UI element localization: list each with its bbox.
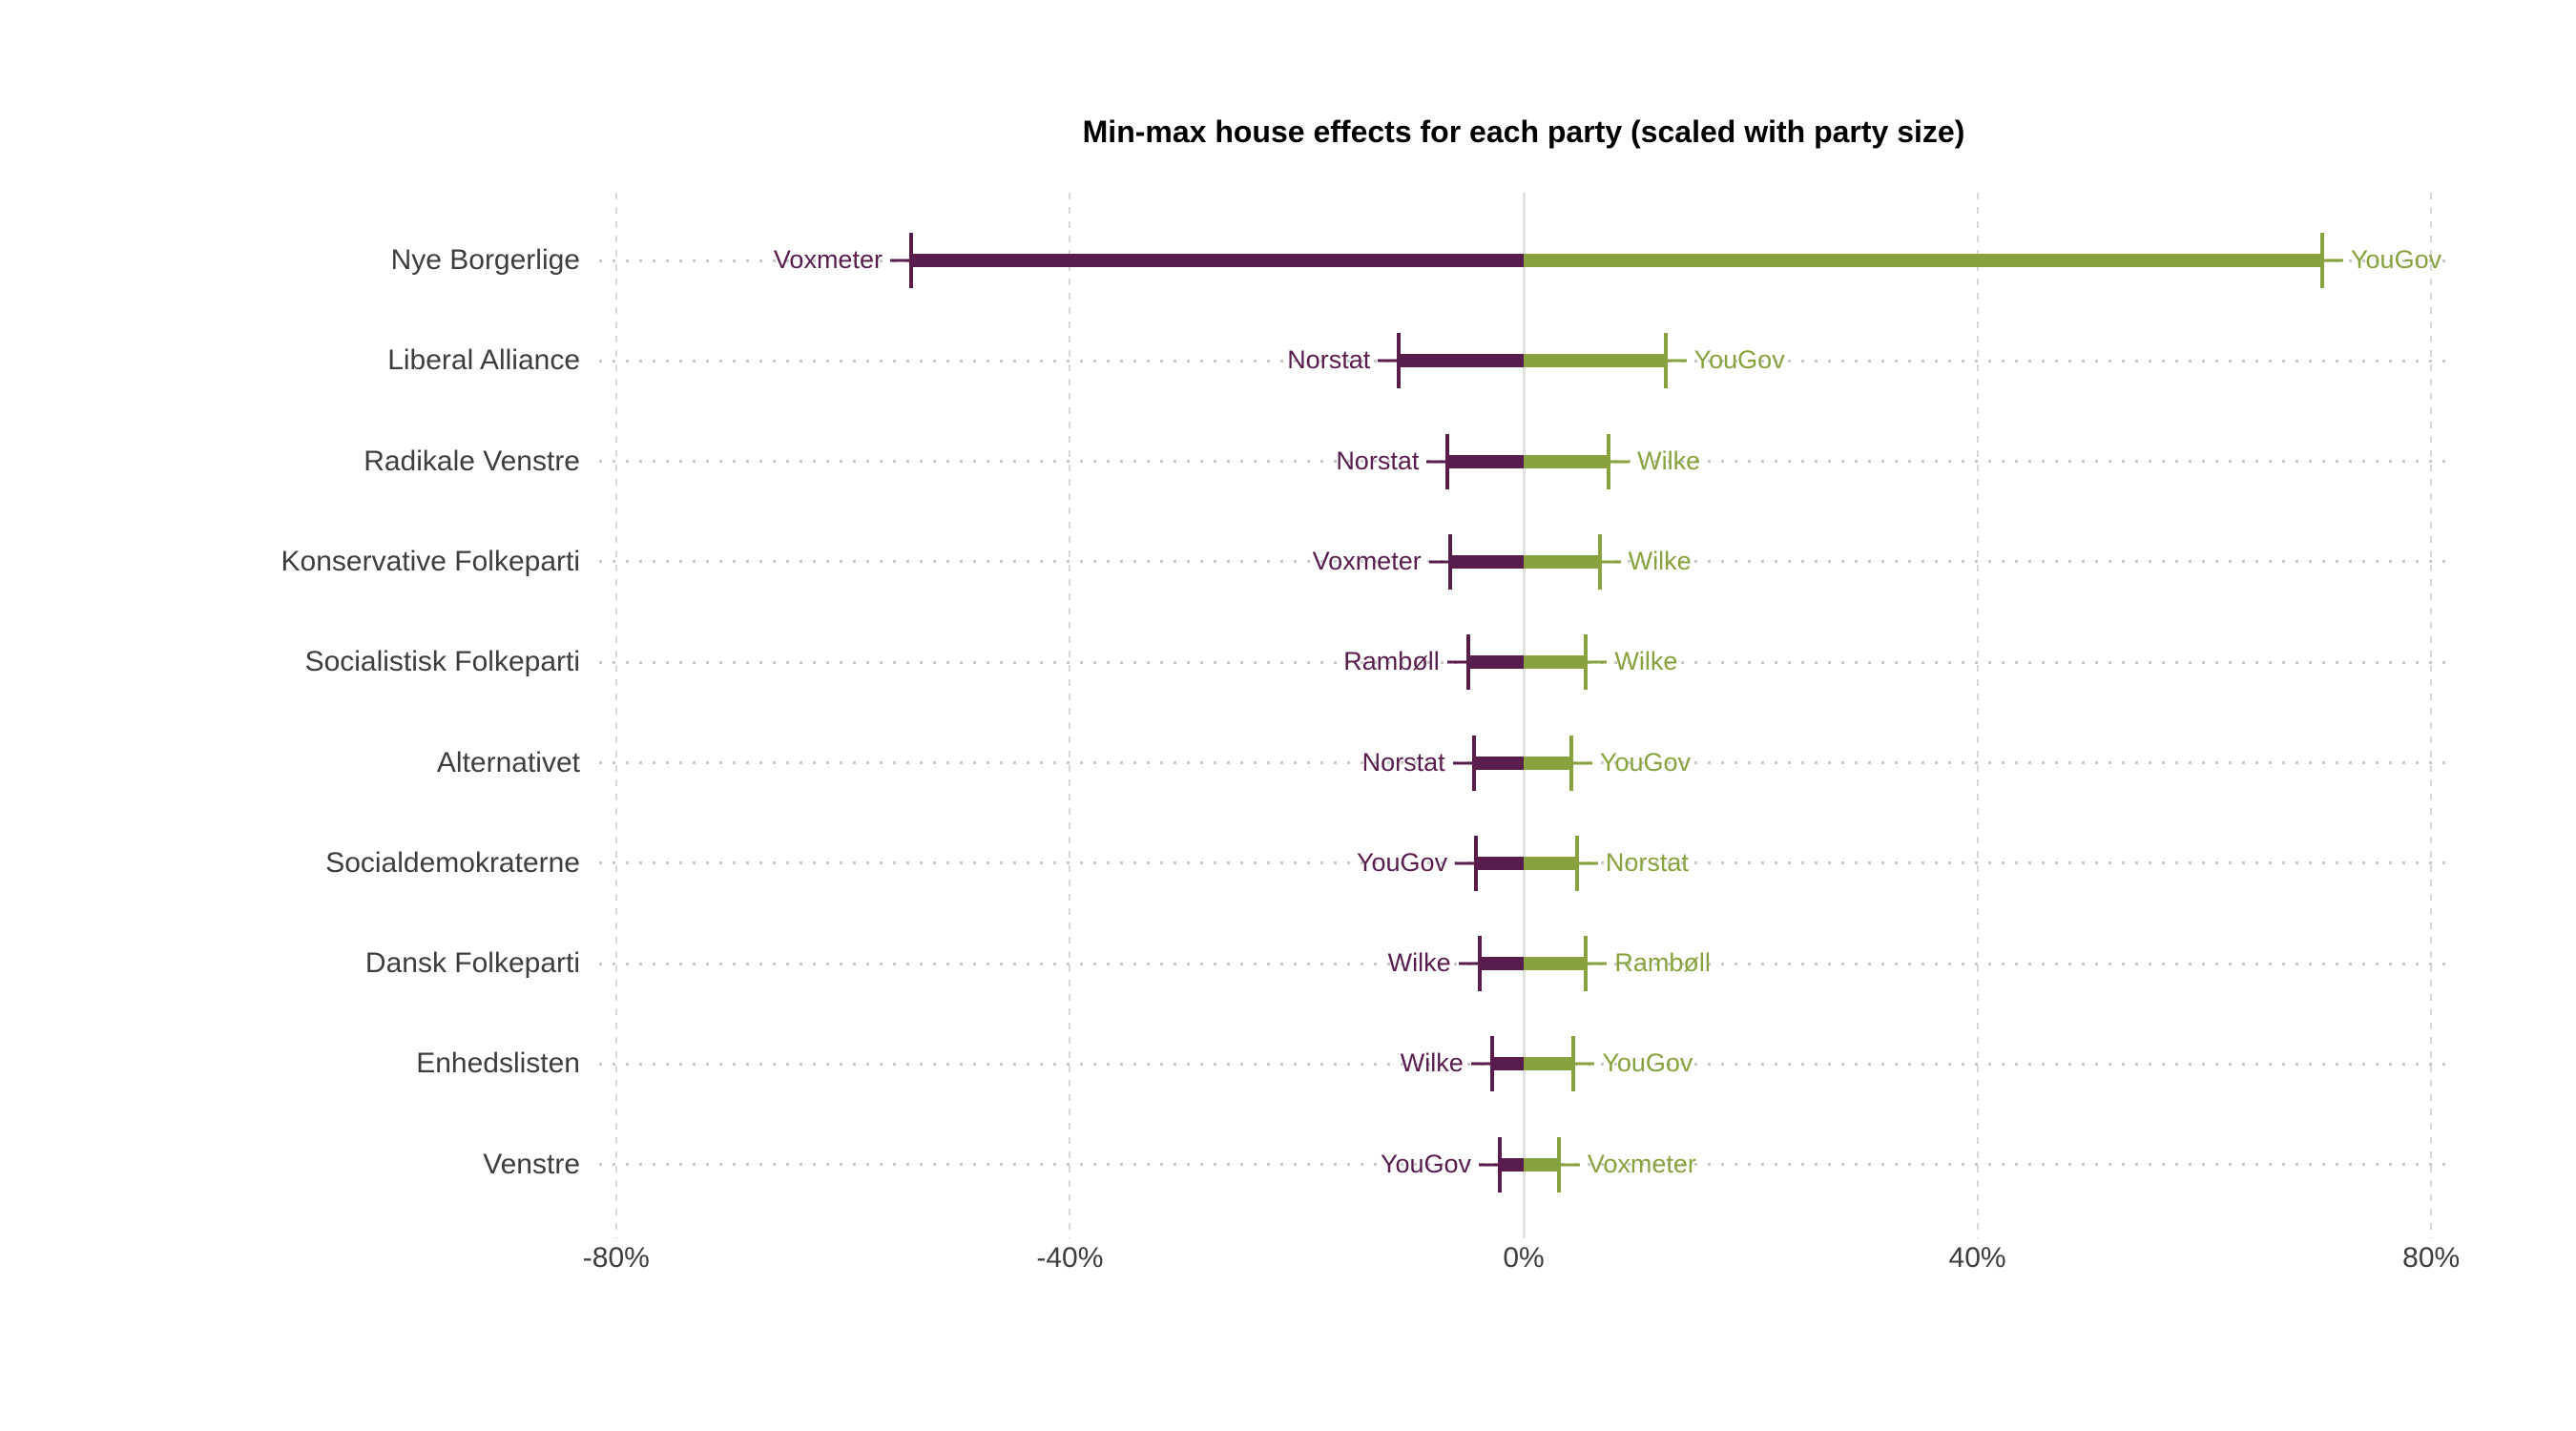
party-label: Socialdemokraterne bbox=[325, 846, 580, 879]
min-pollster-label: Voxmeter bbox=[773, 244, 883, 274]
min-pollster-label: YouGov bbox=[1356, 847, 1448, 877]
x-tick-label: -40% bbox=[1036, 1242, 1104, 1274]
max-bar bbox=[1524, 756, 1571, 770]
x-gridline bbox=[1976, 193, 1979, 1238]
min-bar bbox=[1399, 354, 1524, 368]
party-label: Socialistisk Folkeparti bbox=[304, 646, 580, 678]
x-gridline bbox=[614, 193, 617, 1238]
party-label: Dansk Folkeparti bbox=[364, 947, 580, 980]
x-gridline bbox=[1069, 193, 1071, 1238]
min-bar bbox=[1476, 856, 1524, 870]
max-pollster-label: Wilke bbox=[1637, 446, 1701, 475]
max-bar bbox=[1524, 1057, 1574, 1071]
min-bar bbox=[910, 254, 1524, 267]
min-whisker bbox=[1474, 835, 1479, 891]
max-bar bbox=[1524, 454, 1610, 468]
min-whisker bbox=[1397, 333, 1402, 389]
min-bar bbox=[1473, 756, 1524, 770]
chart-title: Min-max house effects for each party (sc… bbox=[1082, 114, 1965, 149]
max-label-connector bbox=[1576, 861, 1598, 865]
max-bar bbox=[1524, 957, 1587, 971]
min-label-connector bbox=[1470, 1062, 1492, 1066]
max-bar bbox=[1524, 1157, 1559, 1172]
max-label-connector bbox=[1573, 1062, 1595, 1066]
x-tick-label: 40% bbox=[1948, 1242, 2006, 1274]
max-pollster-label: Norstat bbox=[1605, 847, 1689, 877]
x-tick-label: 0% bbox=[1503, 1242, 1545, 1274]
min-label-connector bbox=[1479, 1163, 1501, 1167]
min-pollster-label: Rambøll bbox=[1343, 647, 1440, 676]
min-whisker bbox=[908, 233, 913, 288]
min-pollster-label: Norstat bbox=[1361, 747, 1445, 777]
max-pollster-label: YouGov bbox=[1602, 1048, 1693, 1078]
min-pollster-label: Wilke bbox=[1400, 1048, 1464, 1078]
max-pollster-label: Wilke bbox=[1614, 647, 1678, 676]
min-pollster-label: YouGov bbox=[1380, 1149, 1472, 1178]
max-bar bbox=[1524, 856, 1577, 870]
min-pollster-label: Wilke bbox=[1387, 947, 1451, 977]
party-label: Venstre bbox=[483, 1148, 580, 1180]
max-pollster-label: YouGov bbox=[2351, 244, 2442, 274]
x-tick-label: 80% bbox=[2402, 1242, 2461, 1274]
max-bar bbox=[1524, 554, 1600, 569]
max-label-connector bbox=[1558, 1163, 1580, 1167]
min-label-connector bbox=[1452, 761, 1474, 764]
max-bar bbox=[1524, 655, 1587, 670]
min-whisker bbox=[1447, 533, 1452, 590]
party-label: Liberal Alliance bbox=[387, 344, 580, 377]
min-pollster-label: Norstat bbox=[1336, 446, 1420, 475]
min-bar bbox=[1479, 957, 1524, 971]
min-pollster-label: Norstat bbox=[1287, 345, 1371, 375]
x-gridline bbox=[2430, 193, 2433, 1238]
max-label-connector bbox=[1586, 660, 1608, 664]
party-label: Nye Borgerlige bbox=[390, 244, 580, 276]
max-bar bbox=[1524, 254, 2323, 267]
min-whisker bbox=[1471, 735, 1476, 791]
max-label-connector bbox=[1665, 359, 1687, 363]
min-bar bbox=[1491, 1057, 1524, 1071]
max-pollster-label: YouGov bbox=[1693, 345, 1785, 375]
party-label: Alternativet bbox=[436, 746, 580, 778]
min-label-connector bbox=[1426, 460, 1448, 464]
max-pollster-label: YouGov bbox=[1599, 747, 1692, 777]
min-whisker bbox=[1445, 433, 1450, 489]
party-label: Enhedslisten bbox=[416, 1047, 580, 1080]
min-whisker bbox=[1498, 1136, 1503, 1192]
max-label-connector bbox=[1570, 761, 1592, 764]
max-pollster-label: Rambøll bbox=[1614, 947, 1711, 977]
min-bar bbox=[1500, 1157, 1524, 1172]
min-bar bbox=[1449, 554, 1524, 569]
zero-gridline bbox=[1522, 193, 1526, 1238]
min-whisker bbox=[1465, 634, 1470, 691]
min-label-connector bbox=[889, 259, 911, 262]
party-label: Radikale Venstre bbox=[364, 445, 580, 477]
max-pollster-label: Wilke bbox=[1628, 546, 1692, 575]
min-bar bbox=[1447, 454, 1524, 468]
max-bar bbox=[1524, 354, 1666, 368]
party-label: Konservative Folkeparti bbox=[280, 545, 580, 577]
min-whisker bbox=[1489, 1036, 1494, 1092]
min-whisker bbox=[1477, 936, 1482, 992]
min-label-connector bbox=[1446, 660, 1468, 664]
min-bar bbox=[1467, 655, 1524, 670]
min-label-connector bbox=[1378, 359, 1400, 363]
max-pollster-label: Voxmeter bbox=[1587, 1149, 1696, 1178]
min-label-connector bbox=[1458, 962, 1480, 965]
max-label-connector bbox=[1609, 460, 1631, 464]
min-pollster-label: Voxmeter bbox=[1312, 546, 1422, 575]
min-label-connector bbox=[1455, 861, 1477, 865]
max-label-connector bbox=[2322, 259, 2344, 262]
max-label-connector bbox=[1586, 962, 1608, 965]
x-tick-label: -80% bbox=[582, 1242, 650, 1274]
max-label-connector bbox=[1599, 560, 1621, 564]
min-label-connector bbox=[1428, 560, 1450, 564]
